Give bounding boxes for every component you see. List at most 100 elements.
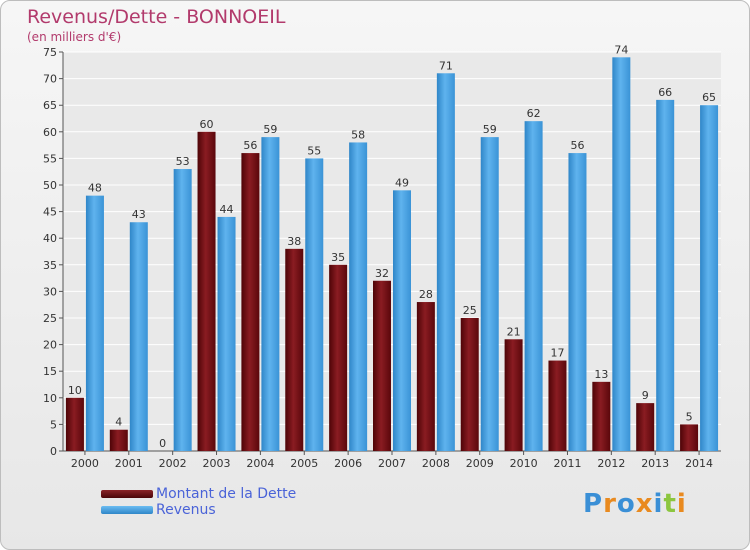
chart-title: Revenus/Dette - BONNOEIL [27, 6, 286, 28]
value-label-dette: 10 [68, 384, 82, 397]
value-label-revenus: 53 [176, 155, 190, 168]
bar-revenus [129, 222, 148, 451]
plot-area [63, 52, 721, 451]
bar-revenus [217, 216, 236, 451]
bar-dette [197, 131, 216, 452]
bar-revenus [612, 57, 631, 451]
value-label-dette: 21 [507, 325, 521, 338]
value-label-revenus: 44 [220, 203, 234, 216]
bar-dette [241, 153, 260, 451]
x-tick-label: 2010 [510, 457, 538, 470]
value-label-revenus: 56 [570, 139, 584, 152]
bar-revenus [656, 99, 675, 451]
y-tick-label: 15 [43, 365, 57, 378]
y-tick-label: 55 [43, 152, 57, 165]
x-tick-label: 2011 [553, 457, 581, 470]
y-tick-label: 75 [43, 46, 57, 59]
bar-revenus [349, 142, 368, 451]
value-label-revenus: 71 [439, 59, 453, 72]
y-tick-label: 60 [43, 126, 57, 139]
y-tick-label: 50 [43, 179, 57, 192]
value-label-revenus: 74 [614, 43, 628, 56]
value-label-dette: 35 [331, 251, 345, 264]
x-tick-label: 2007 [378, 457, 406, 470]
value-label-dette: 32 [375, 267, 389, 280]
value-label-dette: 56 [243, 139, 257, 152]
value-label-revenus: 48 [88, 182, 102, 195]
bar-dette [504, 339, 523, 451]
y-tick-label: 45 [43, 206, 57, 219]
value-label-dette: 9 [642, 389, 649, 402]
value-label-dette: 5 [686, 410, 693, 423]
bar-revenus [700, 105, 719, 451]
y-tick-label: 65 [43, 99, 57, 112]
bar-revenus [261, 137, 280, 451]
y-tick-label: 10 [43, 392, 57, 405]
y-tick-label: 30 [43, 285, 57, 298]
value-label-dette: 28 [419, 288, 433, 301]
bar-dette [416, 302, 435, 451]
value-label-revenus: 58 [351, 128, 365, 141]
value-label-dette: 13 [594, 368, 608, 381]
bar-dette [680, 424, 699, 451]
bar-dette [109, 429, 128, 451]
legend-label-revenus: Revenus [156, 502, 216, 518]
y-tick-label: 0 [50, 445, 57, 458]
x-tick-label: 2008 [422, 457, 450, 470]
y-tick-label: 20 [43, 339, 57, 352]
value-label-revenus: 66 [658, 86, 672, 99]
bar-revenus [173, 169, 192, 452]
x-tick-label: 2004 [246, 457, 274, 470]
bar-dette [65, 397, 84, 451]
bar-revenus [568, 153, 587, 451]
value-label-dette: 4 [115, 416, 122, 429]
proxiti-logo: Proxiti [583, 489, 687, 519]
y-tick-label: 5 [50, 418, 57, 431]
value-label-dette: 38 [287, 235, 301, 248]
value-label-revenus: 65 [702, 91, 716, 104]
x-tick-label: 2005 [290, 457, 318, 470]
value-label-revenus: 59 [483, 123, 497, 136]
x-tick-label: 2013 [641, 457, 669, 470]
bar-revenus [436, 73, 455, 451]
x-tick-label: 2003 [203, 457, 231, 470]
x-tick-label: 2009 [466, 457, 494, 470]
legend-swatch-revenus [101, 506, 153, 514]
value-label-revenus: 59 [263, 123, 277, 136]
bar-revenus [524, 121, 543, 451]
legend-label-dette: Montant de la Dette [156, 486, 297, 502]
value-label-revenus: 43 [132, 208, 146, 221]
chart-subtitle: (en milliers d'€) [27, 30, 122, 44]
x-tick-label: 2006 [334, 457, 362, 470]
bar-dette [636, 403, 655, 451]
x-tick-label: 2014 [685, 457, 713, 470]
bar-revenus [85, 195, 104, 451]
bar-dette [460, 318, 479, 451]
x-tick-label: 2000 [71, 457, 99, 470]
x-tick-label: 2002 [159, 457, 187, 470]
bar-dette [285, 248, 304, 451]
bar-dette [548, 360, 567, 451]
x-tick-label: 2001 [115, 457, 143, 470]
bar-revenus [305, 158, 324, 451]
y-tick-label: 40 [43, 232, 57, 245]
value-label-revenus: 49 [395, 176, 409, 189]
bar-revenus [393, 190, 411, 451]
legend-swatch-dette [101, 490, 153, 498]
bar-dette [592, 381, 611, 451]
bar-revenus [480, 137, 499, 451]
value-label-dette: 60 [200, 118, 214, 131]
y-tick-label: 25 [43, 312, 57, 325]
value-label-dette: 0 [159, 437, 166, 450]
bar-dette [329, 264, 348, 451]
x-tick-label: 2012 [597, 457, 625, 470]
y-tick-label: 70 [43, 73, 57, 86]
value-label-revenus: 55 [307, 144, 321, 157]
bar-dette [373, 280, 391, 451]
value-label-dette: 17 [550, 347, 564, 360]
value-label-revenus: 62 [527, 107, 541, 120]
y-tick-label: 35 [43, 259, 57, 272]
value-label-dette: 25 [463, 304, 477, 317]
